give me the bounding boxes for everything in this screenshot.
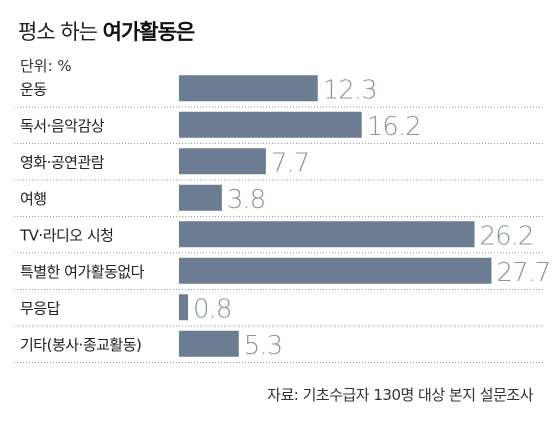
- bar: [179, 184, 222, 211]
- bar: [179, 294, 189, 321]
- category-label: 독서·음악감상: [20, 117, 105, 135]
- category-label: 운동: [20, 80, 47, 98]
- title-light: 평소 하는: [18, 20, 98, 44]
- bar: [179, 257, 492, 284]
- chart-title: 평소 하는 여가활동은: [18, 16, 196, 46]
- bar-chart: 운동 12.3 독서·음악감상 16.2 영화·공연관람 7.7 여행 3.8 TV·라디오 시…: [14, 75, 551, 363]
- value-label: 7.7: [271, 148, 309, 178]
- unit-label: 단위: %: [20, 57, 72, 75]
- value-label: 0.8: [193, 294, 231, 324]
- category-label: 여행: [20, 190, 47, 208]
- bar: [179, 75, 318, 102]
- value-label: 27.7: [496, 258, 550, 288]
- category-label: 영화·공연관람: [20, 153, 105, 171]
- title-bold: 여가활동은: [102, 20, 196, 44]
- value-label: 16.2: [367, 112, 421, 142]
- value-label: 26.2: [480, 221, 534, 251]
- category-label: 특별한 여가활동없다: [20, 263, 145, 281]
- category-label: 무응답: [20, 299, 61, 317]
- bar: [179, 330, 239, 357]
- category-label: 기타(봉사·종교활동): [20, 336, 141, 354]
- value-label: 5.3: [244, 331, 282, 361]
- bar: [179, 148, 266, 175]
- source-note: 자료: 기초수급자 130명 대상 본지 설문조사: [267, 386, 533, 404]
- bar: [179, 221, 475, 248]
- bar: [179, 111, 362, 138]
- value-label: 12.3: [323, 75, 377, 105]
- category-label: TV·라디오 시청: [19, 226, 113, 244]
- value-label: 3.8: [227, 185, 265, 215]
